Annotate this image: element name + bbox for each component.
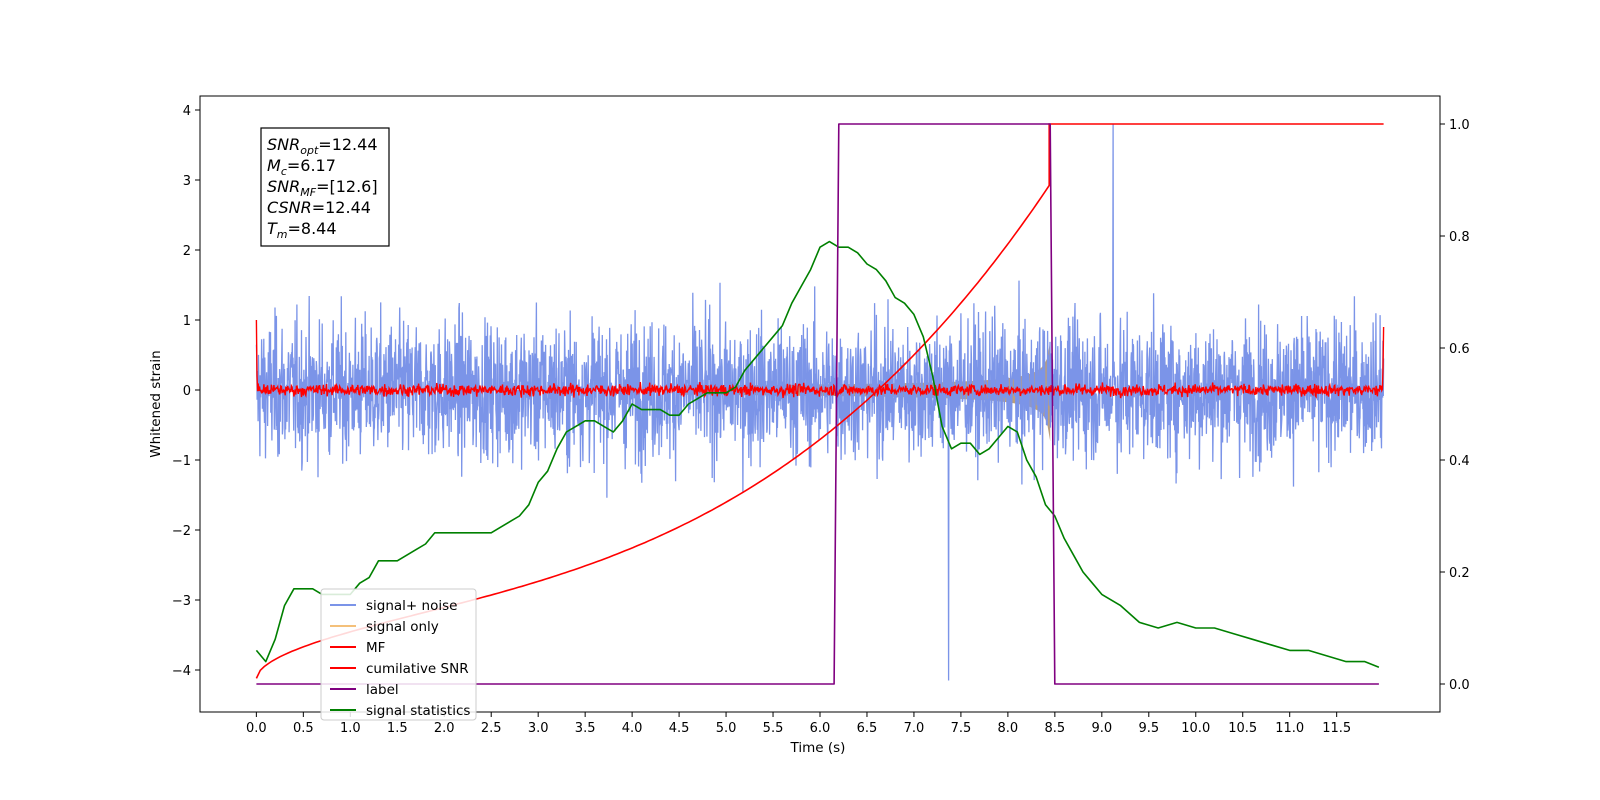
legend-label: signal+ noise [366,598,457,614]
y-axis-left: 4 3 2 1 0 −1 −2 −3 −4 [172,104,200,679]
y2-tick-label: 1.0 [1449,118,1470,133]
x-tick-label: 0.0 [246,721,267,736]
x-tick-label: 9.0 [1091,721,1112,736]
annotation-box-frame [260,127,390,247]
annotation-lines: SNRopt=12.44Mc=6.17SNRMF=[12.6]CSNR=12.4… [267,135,378,241]
y2-tick-label: 0.8 [1449,230,1470,245]
x-tick-label: 1.0 [340,721,361,736]
x-tick-label: 6.0 [810,721,831,736]
legend-item: signal statistics [330,703,470,719]
series-signal-statistics [255,240,1380,668]
legend: signal+ noise signal only MF cumilative SNR… [320,588,477,721]
x-axis: 0.0 0.5 1.0 1.5 2.0 2.5 3.0 3.5 4.0 4.5 5.0 5.5 6.0 6… [246,712,1351,736]
x-tick-label: 2.5 [481,721,502,736]
annotation-line: CSNR=12.44 [267,198,371,217]
y-tick-label: 4 [183,104,191,119]
series-signal-noise [255,123,1385,681]
legend-item: MF [330,640,385,656]
x-tick-label: 5.0 [716,721,737,736]
x-tick-label: 1.5 [387,721,408,736]
annotation-line: SNRopt=12.44 [267,135,378,157]
y2-tick-label: 0.6 [1449,342,1470,357]
legend-label: signal statistics [366,703,470,719]
legend-item: label [330,682,399,698]
series-label [256,123,1379,685]
annotation-line: Tm=8.44 [267,219,337,241]
x-tick-label: 2.0 [434,721,455,736]
x-tick-label: 8.5 [1045,721,1066,736]
y-tick-label: 0 [183,384,191,399]
y2-tick-label: 0.0 [1449,678,1470,693]
legend-item: signal only [330,619,439,635]
x-tick-label: 7.5 [951,721,972,736]
x-tick-label: 11.0 [1275,721,1304,736]
x-tick-label: 6.5 [857,721,878,736]
legend-items: signal+ noise signal only MF cumilative SNR… [330,598,470,719]
x-tick-label: 4.5 [669,721,690,736]
x-tick-label: 3.5 [575,721,596,736]
x-tick-label: 0.5 [293,721,314,736]
y-axis-right: 1.0 0.8 0.6 0.4 0.2 0.0 [1440,118,1470,693]
legend-label: cumilative SNR [366,661,469,677]
x-axis-label: Time (s) [790,740,846,756]
annotation-box: SNRopt=12.44Mc=6.17SNRMF=[12.6]CSNR=12.4… [260,127,390,247]
y-tick-label: −2 [172,524,191,539]
legend-item: signal+ noise [330,598,457,614]
legend-frame [320,588,477,721]
x-tick-label: 9.5 [1138,721,1159,736]
y2-tick-label: 0.2 [1449,566,1470,581]
x-tick-label: 3.0 [528,721,549,736]
x-tick-label: 4.0 [622,721,643,736]
annotation-line: SNRMF=[12.6] [267,177,378,199]
y-tick-label: 2 [183,244,191,259]
y-tick-label: −3 [172,594,191,609]
x-tick-label: 7.0 [904,721,925,736]
legend-label: MF [366,640,385,656]
y-tick-label: −4 [172,664,191,679]
legend-label: signal only [366,619,439,635]
y-axis-label: Whitened strain [148,350,164,457]
y-tick-label: −1 [172,454,191,469]
annotation-line: Mc=6.17 [267,156,336,178]
x-tick-label: 5.5 [763,721,784,736]
series-mf [255,319,1385,399]
signal-noise-layer [255,123,1385,681]
x-tick-label: 8.0 [998,721,1019,736]
legend-item: cumilative SNR [330,661,469,677]
y2-tick-label: 0.4 [1449,454,1470,469]
y-tick-label: 1 [183,314,191,329]
y-tick-label: 3 [183,174,191,189]
legend-label: label [366,682,399,698]
x-tick-label: 10.5 [1228,721,1257,736]
x-tick-label: 11.5 [1322,721,1351,736]
x-tick-label: 10.0 [1181,721,1210,736]
